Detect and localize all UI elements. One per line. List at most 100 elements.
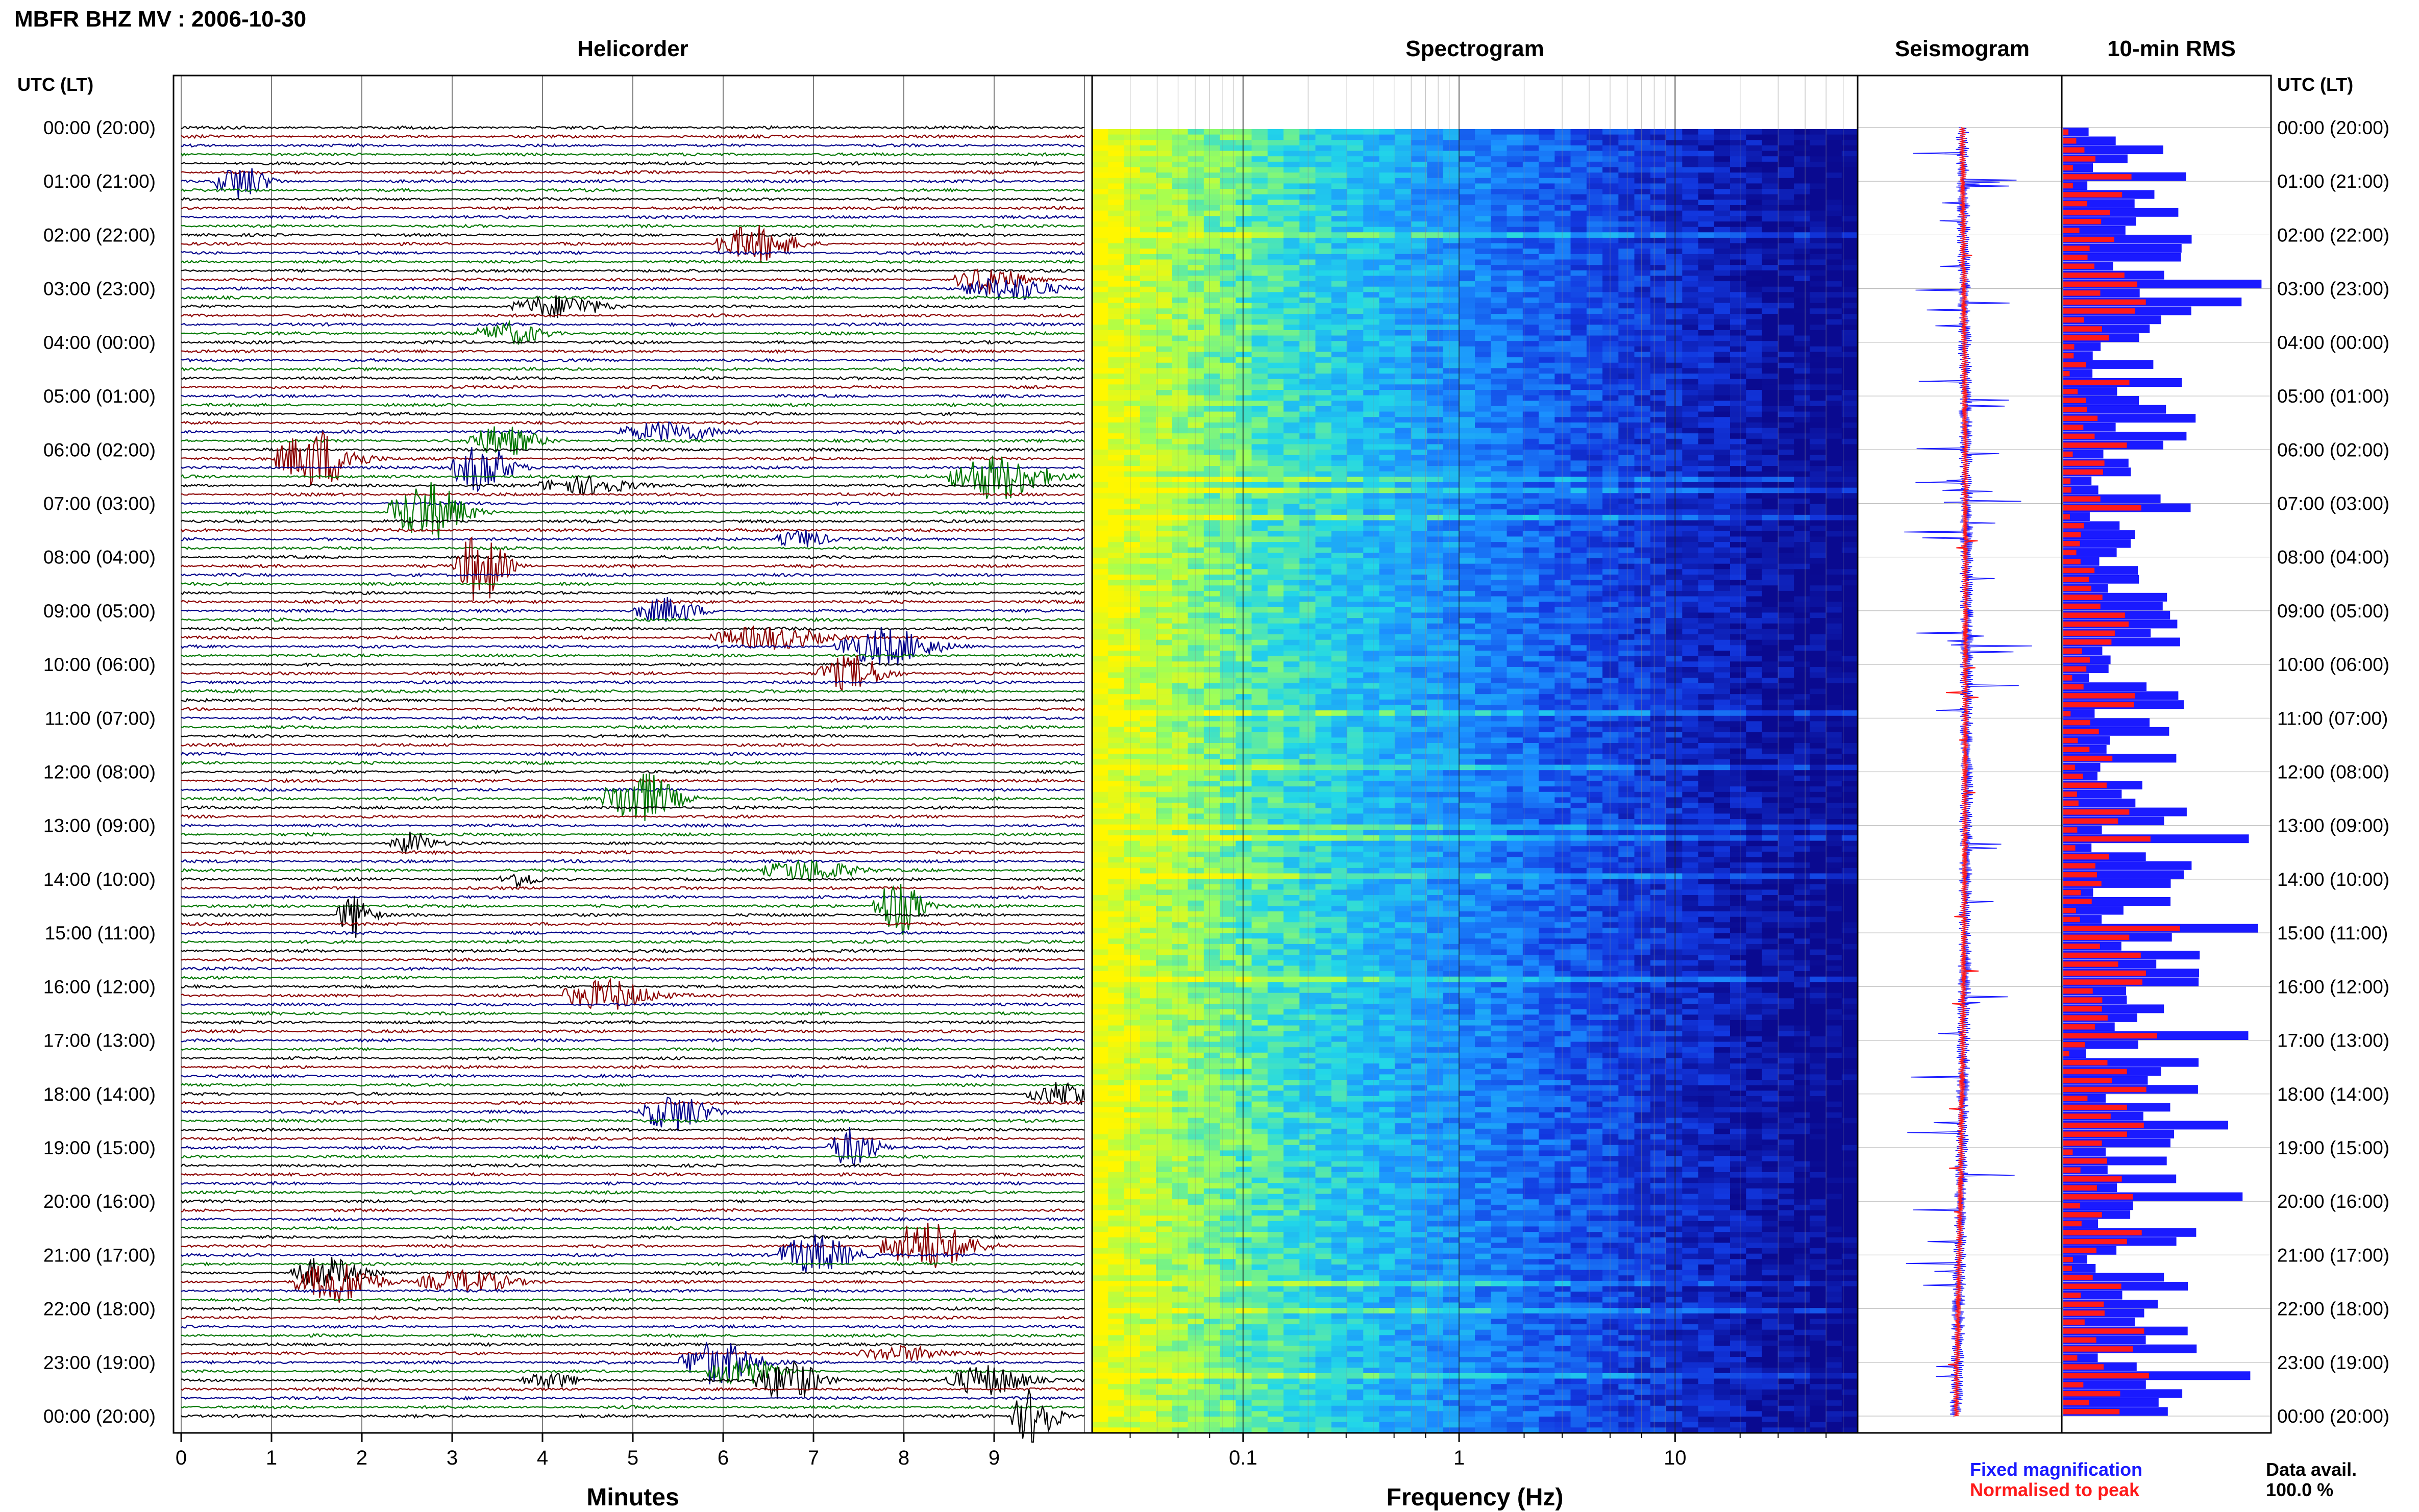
spectrogram-cell [1092,596,1108,602]
spectrogram-cell [1251,428,1268,434]
spectrogram-cell [1236,585,1252,591]
spectrogram-cell [1746,249,1763,255]
spectrogram-cell [1299,422,1316,429]
spectrogram-row [1092,547,1858,553]
spectrogram-cell [1092,308,1108,314]
spectrogram-cell [1347,553,1364,559]
spectrogram-cell [1267,319,1284,325]
spectrogram-cell [1363,563,1380,569]
spectrogram-cell [1251,145,1268,152]
spectrogram-cell [1746,254,1763,260]
spectrogram-cell [1841,444,1858,450]
spectrogram-cell [1554,286,1571,292]
spectrogram-cell [1283,514,1300,521]
spectrogram-cell [1475,666,1491,673]
spectrogram-cell [1825,656,1842,662]
spectrogram-cell [1554,151,1571,157]
spectrogram-cell [1714,607,1731,613]
spectrogram-cell [1443,368,1460,374]
spectrogram-cell [1634,444,1651,450]
spectrogram-cell [1522,270,1539,277]
spectrogram-cell [1522,618,1539,624]
spectrogram-cell [1841,433,1858,439]
spectrogram-cell [1315,325,1332,331]
spectrogram-cell [1794,237,1810,244]
spectrogram-cell [1443,455,1460,461]
spectrogram-cell [1124,569,1141,575]
spectrogram-cell [1794,319,1810,325]
spectrogram-cell [1714,200,1731,206]
spectrogram-cell [1554,384,1571,390]
spectrogram-cell [1634,183,1651,189]
spectrogram-cell [1666,276,1683,282]
spectrogram-cell [1347,547,1364,553]
spectrogram-cell [1092,455,1108,461]
spectrogram-cell [1778,634,1794,640]
spectrogram-cell [1203,156,1220,162]
spectrogram-cell [1172,460,1189,466]
spectrogram-cell [1299,357,1316,363]
spectrogram-cell [1443,298,1460,304]
spectrogram-cell [1395,542,1412,548]
spectrogram-cell [1491,547,1508,553]
spectrogram-cell [1698,450,1715,456]
spectrogram-cell [1140,254,1156,260]
spectrogram-cell [1443,460,1460,466]
spectrogram-cell [1108,390,1125,396]
spectrogram-cell [1459,390,1475,396]
spectrogram-cell [1730,249,1746,255]
spectrogram-cell [1794,471,1810,477]
spectrogram-cell [1522,656,1539,662]
spectrogram-cell [1220,151,1236,157]
spectrogram-cell [1730,558,1746,564]
spectrogram-cell [1347,249,1364,255]
spectrogram-cell [1475,270,1491,277]
spectrogram-cell [1825,438,1842,445]
spectrogram-cell [1363,221,1380,228]
spectrogram-cell [1236,270,1252,277]
spectrogram-cell [1666,390,1683,396]
spectrogram-row [1092,444,1858,450]
spectrogram-cell [1730,547,1746,553]
spectrogram-cell [1379,205,1396,211]
spectrogram-cell [1220,569,1236,575]
spectrogram-cell [1220,243,1236,249]
spectrogram-cell [1188,678,1204,684]
spectrogram-cell [1634,514,1651,521]
spectrogram-cell [1203,417,1220,423]
spectrogram-cell [1283,216,1300,222]
spectrogram-cell [1475,482,1491,488]
spectrogram-cell [1618,585,1635,591]
spectrogram-cell [1491,151,1508,157]
spectrogram-cell [1395,341,1412,347]
spectrogram-cell [1810,303,1826,309]
spectrogram-cell [1172,580,1189,586]
spectrogram-cell [1810,450,1826,456]
spectrogram-cell [1108,645,1125,651]
spectrogram-cell [1411,401,1427,407]
spectrogram-cell [1666,547,1683,553]
spectrogram-cell [1283,678,1300,684]
spectrogram-cell [1395,563,1412,569]
spectrogram-cell [1156,178,1172,184]
spectrogram-cell [1475,167,1491,173]
spectrogram-cell [1459,227,1475,233]
spectrogram-cell [1794,450,1810,456]
spectrogram-cell [1331,379,1348,385]
spectrogram-cell [1730,281,1746,287]
spectrogram-cell [1188,249,1204,255]
spectrogram-cell [1698,509,1715,515]
spectrogram-cell [1411,678,1427,684]
spectrogram-cell [1315,656,1332,662]
spectrogram-cell [1762,438,1779,445]
spectrogram-row [1092,362,1858,369]
spectrogram-cell [1794,298,1810,304]
spectrogram-cell [1475,276,1491,282]
spectrogram-row [1092,596,1858,602]
spectrogram-cell [1507,666,1523,673]
spectrogram-cell [1188,341,1204,347]
spectrogram-cell [1395,151,1412,157]
spectrogram-cell [1507,134,1523,140]
spectrogram-cell [1730,308,1746,314]
spectrogram-cell [1586,433,1603,439]
